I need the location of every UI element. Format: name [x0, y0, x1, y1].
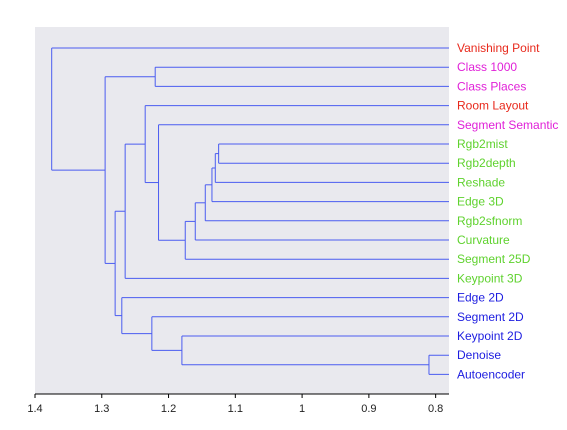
leaf-label: Curvature [457, 233, 510, 247]
leaf-label: Segment 25D [457, 252, 531, 266]
leaf-label: Vanishing Point [457, 41, 540, 55]
leaf-label: Segment 2D [457, 310, 524, 324]
leaf-label: Class Places [457, 79, 526, 93]
x-tick-label: 1.1 [228, 403, 243, 415]
x-tick-label: 0.8 [428, 403, 443, 415]
leaf-label: Rgb2mist [457, 137, 508, 151]
leaf-label: Segment Semantic [457, 118, 558, 132]
leaf-label: Autoencoder [457, 367, 525, 381]
leaf-label: Edge 2D [457, 291, 504, 305]
x-axis: 1.4 1.3 1.2 1.1 1 0.9 0.8 [27, 393, 449, 415]
x-tick-label: 0.9 [361, 403, 376, 415]
leaf-label: Class 1000 [457, 60, 517, 74]
leaf-label: Edge 3D [457, 195, 504, 209]
leaf-label: Keypoint 2D [457, 329, 523, 343]
leaf-label: Reshade [457, 175, 505, 189]
plot-area [35, 27, 449, 394]
leaf-label: Rgb2depth [457, 156, 516, 170]
leaf-label: Rgb2sfnorm [457, 214, 522, 228]
branch-lines [51, 47, 449, 375]
x-tick-label: 1 [299, 403, 305, 415]
leaf-label: Denoise [457, 348, 501, 362]
x-tick-label: 1.3 [94, 403, 109, 415]
leaf-labels: Vanishing Point Class 1000 Class Places Roo… [457, 41, 558, 381]
x-tick-label: 1.4 [27, 403, 42, 415]
x-tick-label: 1.2 [161, 403, 176, 415]
leaf-label: Room Layout [457, 99, 529, 113]
leaf-label: Keypoint 3D [457, 271, 523, 285]
